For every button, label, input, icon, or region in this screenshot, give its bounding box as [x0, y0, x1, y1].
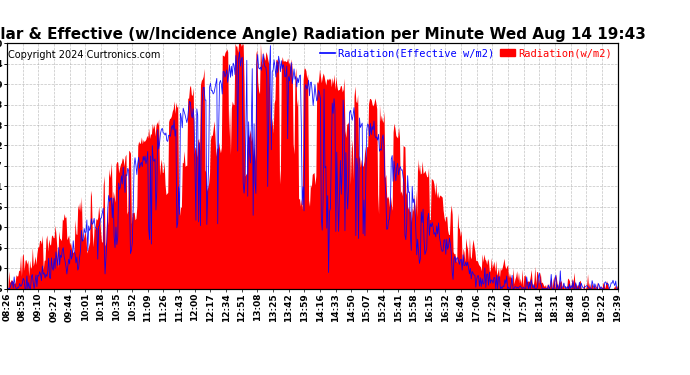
Legend: Radiation(Effective w/m2), Radiation(w/m2): Radiation(Effective w/m2), Radiation(w/m… [319, 48, 612, 58]
Title: Solar & Effective (w/Incidence Angle) Radiation per Minute Wed Aug 14 19:43: Solar & Effective (w/Incidence Angle) Ra… [0, 27, 646, 42]
Text: Copyright 2024 Curtronics.com: Copyright 2024 Curtronics.com [8, 51, 161, 60]
